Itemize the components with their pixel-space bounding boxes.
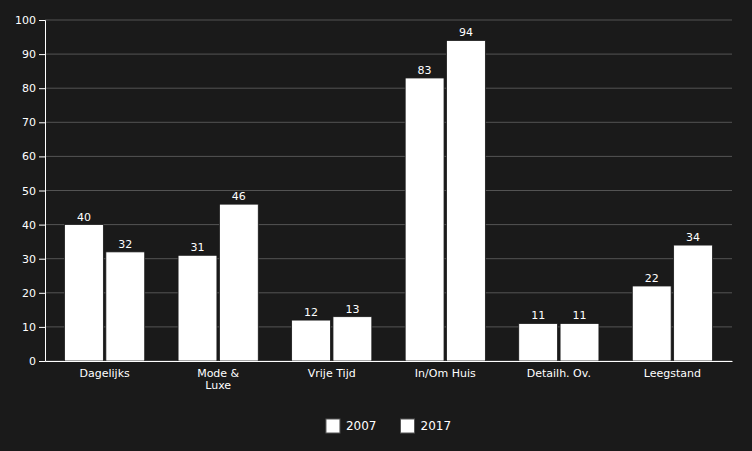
data-labels: 40 31 12 83 11 22 32 46 13 94 11 34 [77, 26, 700, 322]
tick-mark [39, 20, 45, 21]
tick-label: 40 [22, 219, 36, 232]
tick-label: In/Om Huis [415, 367, 476, 380]
grid-line [45, 258, 732, 259]
tick-mark [39, 225, 45, 226]
tick: 50 [22, 185, 45, 198]
tick-label: Mode &Luxe [197, 367, 239, 393]
tick-label: 90 [22, 48, 36, 61]
bar [219, 204, 258, 361]
tick-mark [39, 54, 45, 55]
grid-line [45, 122, 732, 123]
tick-mark [39, 259, 45, 260]
tick-mark [39, 122, 45, 123]
bar [560, 323, 599, 361]
x-axis: Dagelijks Mode &Luxe Vrije Tijd In/Om Huis D… [46, 362, 733, 393]
grid-line [45, 54, 732, 55]
tick-label: Leegstand [644, 367, 701, 380]
tick-label: 10 [22, 321, 36, 334]
legend-label: 2017 [421, 419, 452, 433]
tick-label: 70 [22, 116, 36, 129]
tick: 10 [22, 321, 45, 334]
data-label: 22 [645, 272, 659, 285]
tick: Detailh. Ov. [527, 367, 591, 380]
tick-mark [39, 293, 45, 294]
tick: 40 [22, 219, 45, 232]
grid-line [45, 190, 732, 191]
bar [106, 252, 145, 361]
tick: 100 [15, 14, 45, 27]
legend-label: 2007 [346, 419, 377, 433]
legend-swatch [401, 419, 415, 433]
bar-series [65, 78, 672, 361]
tick-label: 0 [29, 355, 36, 368]
legend-swatch [326, 419, 340, 433]
grid-line [45, 156, 732, 157]
grid [45, 20, 732, 361]
bar [447, 40, 486, 361]
tick-mark [39, 88, 45, 89]
grid-line [45, 20, 732, 21]
data-label: 13 [345, 303, 359, 316]
data-label: 83 [418, 64, 432, 77]
bar [178, 255, 217, 361]
tick-label: 100 [15, 14, 36, 27]
legend-item: 2017 [401, 419, 452, 433]
tick-label: 30 [22, 253, 36, 266]
tick-label: Vrije Tijd [308, 367, 356, 380]
tick: Vrije Tijd [308, 367, 356, 380]
chart: 40 31 12 83 11 22 32 46 13 94 11 34 0 10 20 30 40 50 60 70 8… [0, 0, 752, 451]
tick-mark [39, 191, 45, 192]
tick-label: 20 [22, 287, 36, 300]
data-label: 12 [304, 306, 318, 319]
legend: 2007 2017 [326, 419, 451, 433]
data-label: 40 [77, 211, 91, 224]
plot: 40 31 12 83 11 22 32 46 13 94 11 34 0 10 20 30 40 50 60 70 8… [15, 14, 733, 392]
tick: 90 [22, 48, 45, 61]
data-label: 31 [190, 241, 204, 254]
tick: 30 [22, 253, 45, 266]
grid-line [45, 292, 732, 293]
axis-line [39, 21, 46, 362]
data-label: 32 [118, 238, 132, 251]
bar [519, 323, 558, 361]
data-label: 94 [459, 26, 473, 39]
grid-line [45, 88, 732, 89]
bar [65, 225, 104, 361]
tick-label: Dagelijks [79, 367, 129, 380]
tick: 70 [22, 116, 45, 129]
bar-series [106, 40, 713, 361]
data-label: 46 [232, 190, 246, 203]
bar [405, 78, 444, 361]
bar [674, 245, 713, 361]
tick: In/Om Huis [415, 367, 476, 380]
tick-mark [39, 361, 45, 362]
tick: Leegstand [644, 367, 701, 380]
bar [292, 320, 331, 361]
tick: 0 [29, 355, 45, 368]
tick-label: 60 [22, 150, 36, 163]
bar [632, 286, 671, 361]
tick-label: 50 [22, 185, 36, 198]
tick-label: 80 [22, 82, 36, 95]
tick-mark [39, 156, 45, 157]
grid-line [45, 326, 732, 327]
axis-line [46, 361, 733, 362]
bars [65, 40, 713, 361]
tick: Mode &Luxe [197, 367, 239, 393]
tick: 60 [22, 150, 45, 163]
tick-label: Detailh. Ov. [527, 367, 591, 380]
y-axis: 0 10 20 30 40 50 60 70 80 90 100 [15, 14, 46, 368]
bar [333, 317, 372, 361]
tick-mark [39, 327, 45, 328]
data-label: 11 [573, 309, 587, 322]
grid-line [45, 224, 732, 225]
data-label: 34 [686, 231, 700, 244]
tick: Dagelijks [79, 367, 129, 380]
tick: 20 [22, 287, 45, 300]
legend-item: 2007 [326, 419, 377, 433]
tick: 80 [22, 82, 45, 95]
grid-line [45, 361, 732, 362]
data-label: 11 [531, 309, 545, 322]
